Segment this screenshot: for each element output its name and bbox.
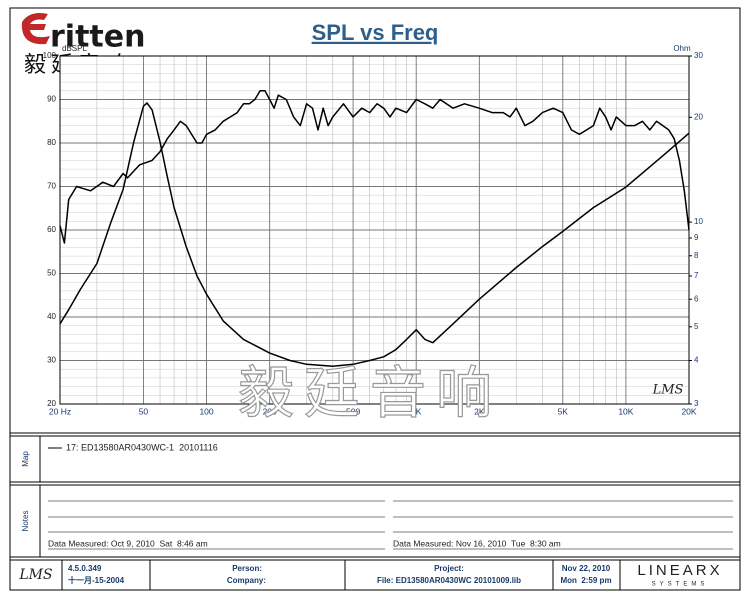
x-tick-label: 10K	[618, 406, 633, 416]
signature: LMS	[652, 383, 684, 398]
y-tick-label: 70	[47, 182, 56, 191]
watermark: 毅廷音响	[238, 362, 502, 427]
y2-tick-label: 3	[694, 399, 699, 408]
x-tick-label: 200	[263, 406, 277, 416]
x-tick-label: 20 Hz	[49, 406, 71, 416]
y2-tick-label: 8	[694, 251, 699, 260]
y2-tick-label: 6	[694, 294, 699, 303]
y2-tick-label: 30	[694, 51, 703, 60]
y2-tick-label: 10	[694, 217, 703, 226]
y-tick-label: 100	[43, 51, 57, 60]
note-right: Data Measured: Nov 16, 2010 Tue 8:30 am	[393, 538, 561, 548]
x-tick-label: 20K	[681, 406, 696, 416]
note-left: Data Measured: Oct 9, 2010 Sat 8:46 am	[48, 538, 208, 548]
map-label: Map	[21, 451, 30, 467]
y-tick-label: 90	[47, 95, 56, 104]
y-tick-label: 20	[47, 399, 56, 408]
notes-label: Notes	[21, 511, 30, 532]
time: Mon 2:59 pm	[560, 576, 611, 585]
footer	[9, 559, 741, 591]
project: Project:	[434, 564, 464, 573]
file: File: ED13580AR0430WC 20101009.lib	[377, 576, 521, 585]
person: Person:	[232, 564, 262, 573]
notes-panel	[9, 484, 741, 558]
footer-logo: LMS	[18, 567, 52, 583]
logo: ritten	[50, 20, 145, 55]
brand: LINEARX	[637, 562, 722, 579]
series-line	[59, 90, 690, 244]
series-line	[59, 102, 690, 368]
x-tick-label: 500	[346, 406, 360, 416]
build-date: 十一月-15-2004	[68, 575, 125, 585]
note-lines	[48, 500, 733, 550]
plot: 20 Hz 50 100 200 500 1K 2K 5K 10K 20K 20 30 40 50 60 70…	[43, 51, 704, 416]
footer-dividers	[61, 560, 621, 590]
y-tick-label: 40	[47, 312, 56, 321]
y2-axis-label: Ohm	[673, 44, 691, 53]
x-tick-label: 2K	[474, 406, 485, 416]
logo-mark	[21, 13, 50, 45]
y-axis-label: dBSPL	[62, 44, 87, 53]
x-tick-label: 5K	[558, 406, 569, 416]
y2-tick-label: 20	[694, 112, 703, 121]
y-tick-label: 60	[47, 225, 56, 234]
chart-title: SPL vs Freq	[312, 20, 439, 45]
brand-sub: SYSTEMS	[652, 582, 709, 588]
y-tick-label: 80	[47, 138, 56, 147]
x-tick-label: 50	[139, 406, 149, 416]
company: Company:	[227, 576, 266, 585]
map-panel	[9, 435, 741, 483]
date: Nov 22, 2010	[562, 564, 611, 573]
x-tick-label: 1K	[411, 406, 422, 416]
legend-entry: 17: ED13580AR0430WC-1 20101116	[66, 442, 218, 452]
version: 4.5.0.349	[68, 564, 102, 573]
y2-tick-label: 5	[694, 322, 699, 331]
y2-tick-label: 7	[694, 271, 699, 280]
y2-tick-label: 9	[694, 233, 699, 242]
x-tick-label: 100	[199, 406, 213, 416]
y-tick-label: 50	[47, 269, 56, 278]
y-tick-label: 30	[47, 356, 56, 365]
y2-tick-label: 4	[694, 356, 699, 365]
